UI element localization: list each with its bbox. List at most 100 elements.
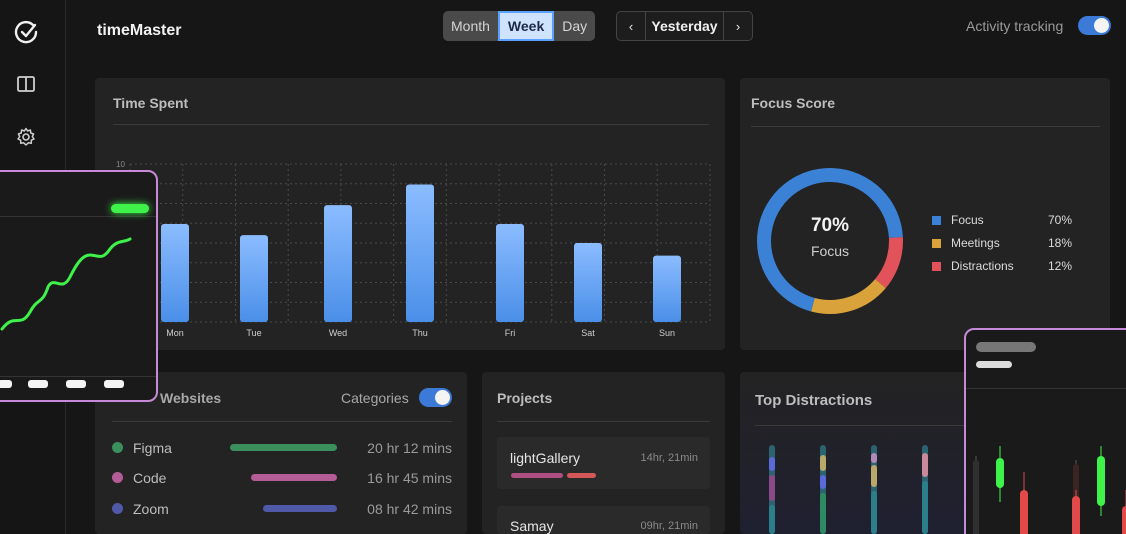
toggle-knob — [435, 390, 450, 405]
bar-wed[interactable] — [324, 205, 352, 322]
tab-day[interactable]: Day — [562, 18, 588, 34]
x-tick-label: Sat — [581, 328, 595, 338]
websites-title: Websites — [160, 390, 222, 406]
x-tick-label: Mon — [166, 328, 184, 338]
card-divider — [497, 421, 710, 422]
legend-distractions: Distractions 12% — [932, 259, 1072, 273]
project-item-samay[interactable]: Samay 09hr, 21min — [497, 506, 710, 534]
candle — [996, 446, 1004, 502]
next-date-button[interactable]: › — [735, 18, 741, 34]
site-name: Zoom — [133, 501, 169, 517]
floating-line-widget — [0, 170, 158, 402]
legend-value: 18% — [1047, 236, 1072, 250]
candle — [1020, 472, 1028, 534]
project-tag-bar — [567, 473, 596, 478]
bar-sun[interactable] — [653, 255, 681, 322]
card-divider — [112, 421, 452, 422]
legend-label: Focus — [951, 213, 984, 227]
widget-title-placeholder — [976, 342, 1036, 352]
activity-tracking-label: Activity tracking — [966, 18, 1064, 34]
time-spent-title: Time Spent — [113, 95, 189, 111]
candlestick-chart — [973, 446, 1126, 534]
site-usage-bar — [251, 474, 337, 481]
tab-week[interactable]: Week — [497, 11, 555, 41]
widget-divider — [0, 216, 156, 217]
legend-label: Meetings — [951, 236, 1000, 250]
activity-tracking-toggle[interactable] — [1078, 16, 1111, 35]
top-distractions-title: Top Distractions — [755, 392, 873, 409]
card-divider — [755, 425, 965, 426]
time-spent-chart: 02.510MonTueWedThuFriSatSun — [114, 160, 711, 338]
range-segmented-control: Month Week Day — [443, 11, 596, 41]
timeline-marker — [104, 380, 124, 388]
date-label[interactable]: Yesterday — [645, 12, 724, 40]
widget-status-pill — [111, 204, 149, 213]
site-color-dot — [112, 472, 123, 483]
project-name: lightGallery — [510, 450, 581, 466]
distraction-column — [922, 445, 928, 534]
site-usage-bar — [230, 444, 337, 451]
donut-slice-meetings[interactable] — [811, 278, 886, 314]
widget-divider — [966, 388, 1126, 389]
site-time: 16 hr 45 mins — [367, 470, 452, 486]
widget-divider — [0, 376, 156, 377]
date-navigator: ‹ Yesterday › — [616, 11, 753, 41]
website-row-code[interactable]: Code 16 hr 45 mins — [112, 469, 452, 487]
donut-slice-distractions[interactable] — [874, 237, 903, 289]
candle — [1072, 490, 1080, 534]
tab-month[interactable]: Month — [451, 18, 490, 34]
distraction-column — [820, 445, 826, 534]
legend-value: 12% — [1047, 259, 1072, 273]
legend-meetings: Meetings 18% — [932, 236, 1072, 250]
timeline-marker — [66, 380, 86, 388]
bar-thu[interactable] — [406, 184, 434, 322]
timeline-marker — [28, 380, 48, 388]
candle — [1097, 446, 1105, 516]
logo-clock-icon[interactable] — [13, 19, 39, 45]
site-color-dot — [112, 442, 123, 453]
focus-donut-chart — [757, 168, 903, 314]
site-usage-bar — [263, 505, 337, 512]
categories-label: Categories — [341, 390, 409, 406]
widget-subtitle-placeholder — [976, 361, 1012, 368]
focus-label: Focus — [810, 243, 850, 259]
distraction-column — [871, 445, 877, 534]
x-tick-label: Thu — [412, 328, 428, 338]
y-tick-label: 10 — [116, 160, 125, 169]
x-tick-label: Wed — [329, 328, 347, 338]
card-divider — [751, 126, 1100, 127]
donut-slice-focus[interactable] — [757, 168, 903, 312]
bar-tue[interactable] — [240, 235, 268, 322]
project-item-lightgallery[interactable]: lightGallery 14hr, 21min — [497, 437, 710, 489]
legend-swatch — [932, 215, 941, 225]
project-tag-bar — [511, 473, 563, 478]
site-time: 08 hr 42 mins — [367, 501, 452, 517]
candle — [973, 456, 979, 534]
bar-mon[interactable] — [161, 224, 189, 322]
bar-fri[interactable] — [496, 224, 524, 322]
focus-score-title: Focus Score — [751, 95, 836, 111]
distraction-column — [769, 445, 775, 534]
toggle-knob — [1094, 18, 1109, 33]
project-time: 14hr, 21min — [640, 452, 698, 464]
timeline-marker — [0, 380, 12, 388]
website-row-zoom[interactable]: Zoom 08 hr 42 mins — [112, 500, 452, 518]
site-color-dot — [112, 503, 123, 514]
bar-sat[interactable] — [574, 243, 602, 322]
candle — [1122, 490, 1126, 534]
legend-swatch — [932, 261, 941, 271]
x-tick-label: Tue — [246, 328, 261, 338]
floating-candlestick-widget — [964, 328, 1126, 534]
website-row-figma[interactable]: Figma 20 hr 12 mins — [112, 439, 452, 457]
site-name: Figma — [133, 440, 172, 456]
settings-gear-icon[interactable] — [13, 124, 39, 150]
app-name: timeMaster — [97, 22, 182, 39]
categories-toggle[interactable] — [419, 388, 452, 407]
legend-focus: Focus 70% — [932, 213, 1072, 227]
prev-date-button[interactable]: ‹ — [628, 18, 634, 34]
distraction-columns — [769, 445, 928, 534]
card-divider — [113, 124, 709, 125]
layout-icon[interactable] — [13, 71, 39, 97]
project-name: Samay — [510, 518, 554, 534]
site-time: 20 hr 12 mins — [367, 440, 452, 456]
